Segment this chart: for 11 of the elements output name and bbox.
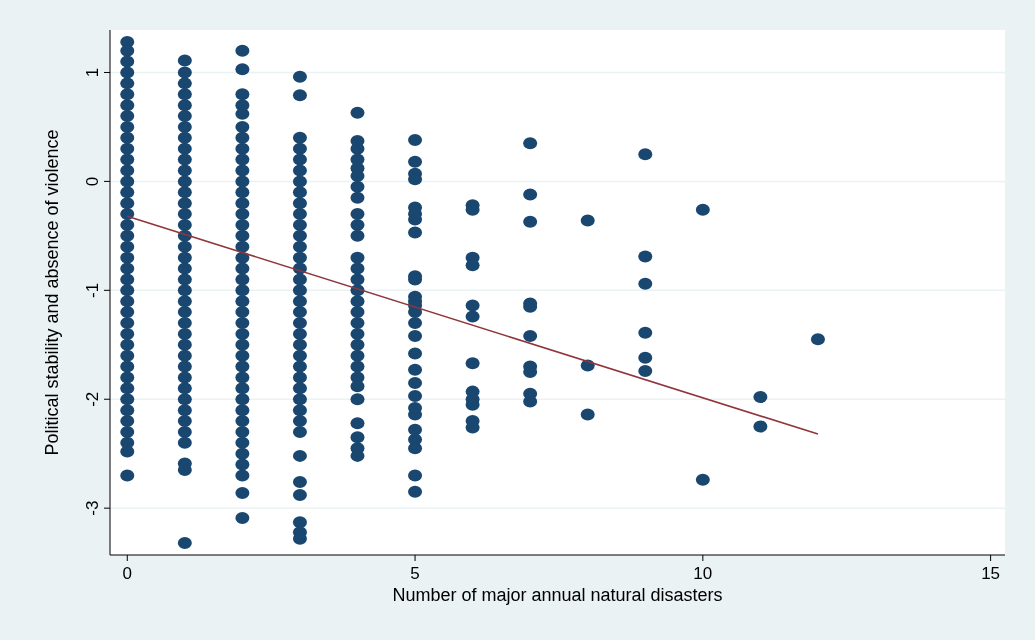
y-tick-label: 0 xyxy=(83,176,102,187)
x-tick-label: 0 xyxy=(122,564,132,583)
y-tick-label: -3 xyxy=(83,500,102,516)
y-tick-label: -2 xyxy=(83,391,102,407)
x-tick-label: 10 xyxy=(693,564,713,583)
x-tick-label: 15 xyxy=(981,564,1001,583)
x-axis-title: Number of major annual natural disasters xyxy=(392,585,723,605)
y-axis-title: Political stability and absence of violence xyxy=(42,129,62,456)
y-tick-label: 1 xyxy=(83,67,102,78)
x-tick-label: 5 xyxy=(410,564,420,583)
y-tick-label: -1 xyxy=(83,282,102,298)
